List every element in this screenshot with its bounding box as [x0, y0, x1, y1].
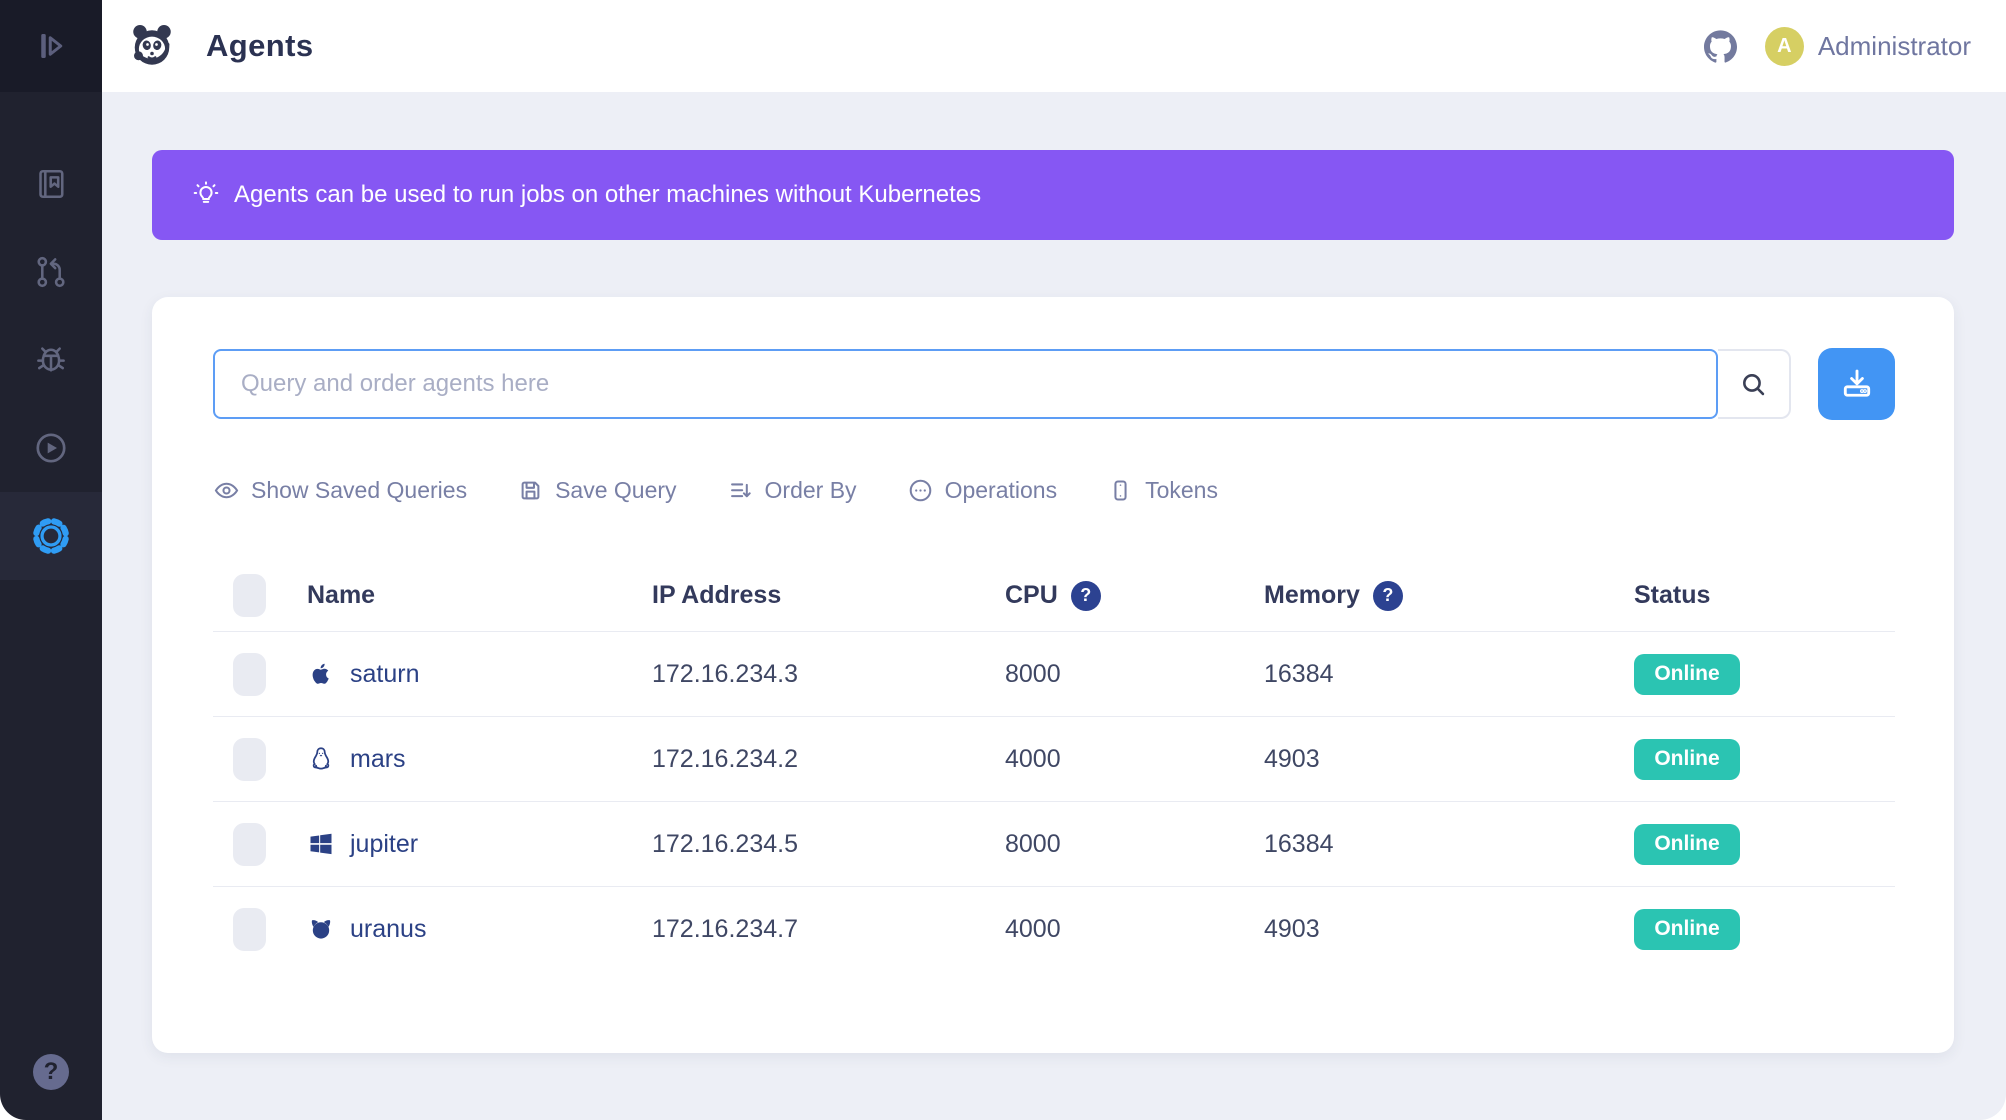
expand-sidebar-icon: [33, 28, 69, 64]
cpu-help-icon[interactable]: ?: [1070, 580, 1101, 611]
expand-sidebar-button[interactable]: [0, 0, 102, 92]
column-header-name: Name: [307, 581, 376, 609]
main-content: Agents can be used to run jobs on other …: [102, 92, 2006, 1120]
column-header-memory: Memory: [1264, 581, 1360, 609]
lightbulb-icon: [192, 181, 220, 209]
search-button[interactable]: [1718, 349, 1791, 419]
settings-gear-icon: [32, 517, 70, 555]
sidebar: ?: [0, 0, 102, 1120]
row-checkbox[interactable]: [233, 822, 266, 866]
column-header-ip: IP Address: [652, 581, 782, 609]
order-by-icon: [727, 477, 754, 504]
bug-icon: [33, 342, 69, 378]
agents-card: Show Saved Queries Save Query: [152, 297, 1954, 1053]
agent-name-link[interactable]: jupiter: [350, 829, 419, 858]
agent-ip: 172.16.234.2: [652, 744, 798, 773]
agent-cpu: 4000: [1005, 744, 1061, 773]
column-header-cpu: CPU: [1005, 581, 1058, 609]
freebsd-os-icon: [307, 915, 335, 943]
github-icon[interactable]: [1703, 29, 1737, 63]
operations-icon: [907, 477, 934, 504]
sidebar-nav: [0, 140, 102, 580]
status-badge: Online: [1634, 738, 1740, 780]
operations-label: Operations: [944, 477, 1058, 503]
agent-name-link[interactable]: uranus: [350, 914, 427, 943]
banner-message: Agents can be used to run jobs on other …: [234, 181, 982, 208]
sidebar-item-bug-report[interactable]: [0, 316, 102, 404]
linux-os-icon: [307, 745, 335, 773]
table-row: jupiter 172.16.234.5 8000 16384 Online: [213, 801, 1895, 886]
sidebar-item-runs[interactable]: [0, 404, 102, 492]
agent-memory: 16384: [1264, 659, 1334, 688]
query-toolbar: Show Saved Queries Save Query: [213, 477, 1895, 504]
status-badge: Online: [1634, 653, 1740, 695]
agents-table: Name IP Address CPU ? Memory ? Status: [213, 560, 1895, 971]
install-agent-button[interactable]: [1818, 348, 1895, 420]
save-query-button[interactable]: Save Query: [517, 477, 677, 504]
tokens-button[interactable]: Tokens: [1107, 477, 1218, 504]
user-name[interactable]: Administrator: [1817, 30, 1971, 61]
header-right: A Administrator: [1703, 26, 1971, 66]
table-header-row: Name IP Address CPU ? Memory ? Status: [213, 560, 1895, 631]
tokens-icon: [1107, 477, 1134, 504]
search-row: [213, 348, 1895, 420]
book-icon: [33, 166, 69, 202]
agent-memory: 4903: [1264, 914, 1320, 943]
row-checkbox[interactable]: [233, 737, 266, 781]
eye-icon: [213, 477, 240, 504]
agent-cpu: 4000: [1005, 914, 1061, 943]
order-by-button[interactable]: Order By: [727, 477, 857, 504]
agent-ip: 172.16.234.5: [652, 829, 798, 858]
top-header: Agents A Administrator: [102, 0, 2006, 92]
pull-request-icon: [33, 254, 69, 290]
agent-cpu: 8000: [1005, 659, 1061, 688]
save-query-label: Save Query: [555, 477, 677, 503]
memory-help-icon[interactable]: ?: [1372, 580, 1403, 611]
agent-memory: 16384: [1264, 829, 1334, 858]
show-saved-queries-label: Show Saved Queries: [251, 477, 468, 503]
table-row: uranus 172.16.234.7 4000 4903 Online: [213, 886, 1895, 971]
agent-memory: 4903: [1264, 744, 1320, 773]
agent-cpu: 8000: [1005, 829, 1061, 858]
query-input[interactable]: [213, 349, 1718, 419]
question-mark-icon: ?: [43, 1058, 59, 1085]
avatar[interactable]: A: [1764, 26, 1804, 66]
agent-ip: 172.16.234.3: [652, 659, 798, 688]
agent-name-link[interactable]: mars: [350, 744, 406, 773]
windows-os-icon: [307, 830, 335, 858]
row-checkbox[interactable]: [233, 907, 266, 951]
install-download-icon: [1839, 366, 1875, 402]
order-by-label: Order By: [764, 477, 857, 503]
agent-name-link[interactable]: saturn: [350, 659, 420, 688]
sidebar-item-settings[interactable]: [0, 492, 102, 580]
show-saved-queries-button[interactable]: Show Saved Queries: [213, 477, 467, 504]
select-all-checkbox[interactable]: [233, 574, 266, 617]
panda-logo-icon: [128, 22, 176, 70]
status-badge: Online: [1634, 823, 1740, 865]
tokens-label: Tokens: [1145, 477, 1218, 503]
sidebar-item-tasks[interactable]: [0, 228, 102, 316]
column-header-status: Status: [1634, 581, 1711, 609]
search-group: [213, 349, 1791, 419]
table-row: mars 172.16.234.2 4000 4903 Online: [213, 716, 1895, 801]
save-icon: [517, 477, 544, 504]
apple-os-icon: [307, 660, 335, 688]
row-checkbox[interactable]: [233, 652, 266, 696]
status-badge: Online: [1634, 908, 1740, 950]
search-icon: [1738, 369, 1769, 400]
sidebar-item-documentation[interactable]: [0, 140, 102, 228]
avatar-initial: A: [1777, 34, 1792, 57]
table-row: saturn 172.16.234.3 8000 16384 Online: [213, 631, 1895, 716]
play-circle-icon: [33, 430, 69, 466]
operations-button[interactable]: Operations: [907, 477, 1058, 504]
page-title: Agents: [206, 28, 314, 63]
agent-ip: 172.16.234.7: [652, 914, 798, 943]
info-banner: Agents can be used to run jobs on other …: [152, 150, 1954, 240]
help-button[interactable]: ?: [33, 1054, 69, 1090]
